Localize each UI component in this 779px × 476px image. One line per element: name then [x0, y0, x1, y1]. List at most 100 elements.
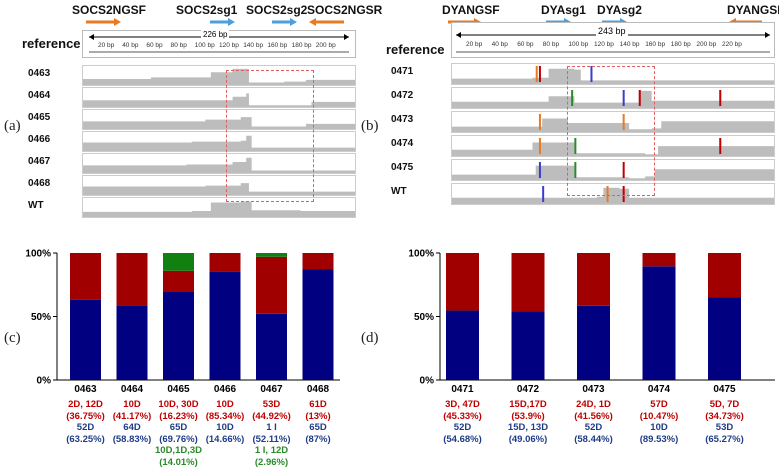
- annotation-blue-line: (14.66%): [205, 433, 245, 445]
- sample-label: 0475: [391, 162, 414, 173]
- annotation-red-line: (41.17%): [112, 410, 152, 422]
- annotation-red-line: (53.9%): [511, 410, 545, 422]
- x-tick-label: 0473: [582, 384, 605, 395]
- x-tick-label: 0464: [121, 384, 144, 395]
- bar-segment: [511, 311, 545, 380]
- ruler-tick-label: 180 bp: [670, 41, 691, 48]
- annotation-blue-line: 52D: [76, 422, 95, 433]
- annotation-red-line: 15D,17D: [509, 399, 547, 410]
- annotation-blue-line: 1 I: [266, 422, 277, 433]
- ruler-tick-label: 100 bp: [568, 41, 589, 48]
- sample-label: 0464: [28, 89, 51, 101]
- sample-label: WT: [28, 199, 44, 211]
- sample-label: 0472: [391, 90, 414, 101]
- bar-segment: [70, 299, 101, 380]
- reference-ruler-a: 226 bp 20 bp 40 bp 60 bp 80 bp 100 bp 120 bp 1…: [82, 30, 356, 58]
- bar-annotation: 24D, 1D (41.56%) 52D (58.44%): [557, 399, 630, 445]
- ruler-tick-label: 140 bp: [243, 42, 264, 49]
- tick-row-b: 20 bp 40 bp 60 bp 80 bp 100 bp 120 bp 140 bp 16…: [452, 41, 774, 53]
- ruler-tick-label: 100 bp: [194, 42, 215, 49]
- annotation-blue-line: 53D: [715, 422, 734, 433]
- y-tick-label: 50%: [414, 312, 434, 323]
- annotation-blue-line: (49.06%): [508, 433, 548, 445]
- annotation-blue-line: (65.27%): [705, 433, 744, 445]
- bar-segment: [642, 266, 676, 380]
- annotation-red-line: 10D, 30D: [158, 399, 199, 410]
- coverage-area: [83, 117, 355, 129]
- primer-socs2sg2: SOCS2sg2: [246, 3, 308, 17]
- annotation-red-line: 3D, 47D: [445, 399, 480, 410]
- annotation-green-line: (2.96%): [254, 456, 289, 468]
- reference-label-a: reference: [22, 36, 81, 51]
- bar-segment: [116, 305, 148, 380]
- annotation-blue-line: (63.25%): [66, 433, 105, 445]
- variant-mark: [538, 66, 541, 82]
- variant-mark: [719, 90, 722, 106]
- coverage-track: [451, 135, 775, 157]
- annotation-blue-line: 65D: [309, 422, 327, 433]
- annotation-red-line: (41.56%): [574, 410, 613, 422]
- bar-segment: [163, 253, 194, 271]
- annotation-red-line: 24D, 1D: [576, 399, 611, 410]
- ruler-tick-label: 200 bp: [315, 42, 336, 49]
- annotation-red-line: (36.75%): [66, 410, 105, 422]
- y-tick-label: 100%: [25, 249, 51, 260]
- primer-arrows-a: [86, 18, 344, 26]
- variant-mark: [542, 186, 545, 202]
- reference-label-b: reference: [386, 42, 445, 57]
- x-tick-label: 0465: [167, 384, 190, 395]
- bar-segment: [163, 291, 194, 380]
- ruler-tick-label: 20 bp: [98, 42, 115, 49]
- ruler-tick-label: 220 bp: [722, 41, 742, 48]
- annotation-red-line: (13%): [305, 410, 331, 422]
- bar-annotation: 15D,17D (53.9%) 15D, 13D (49.06%): [492, 399, 565, 445]
- coverage-track: [82, 153, 356, 174]
- bar-segment: [116, 253, 148, 306]
- variant-mark: [622, 162, 625, 178]
- bar-segment: [256, 256, 287, 314]
- arrow-head-icon: [228, 18, 235, 26]
- ruler-tick-label: 140 bp: [619, 41, 640, 48]
- bar-annotation: 5D, 7D (34.73%) 53D (65.27%): [688, 399, 761, 445]
- annotation-red-line: 10D: [123, 399, 141, 410]
- annotation-blue-line: (87%): [305, 433, 331, 445]
- panel-letter-a: (a): [4, 118, 21, 134]
- primer-dyangsf: DYANGSF: [442, 3, 500, 17]
- coverage-track: [451, 111, 775, 133]
- sample-label: 0467: [28, 155, 51, 167]
- x-tick-label: 0474: [648, 384, 671, 395]
- coverage-area: [452, 118, 774, 132]
- annotation-green-line: 10D,1D,3D: [155, 445, 202, 456]
- ruler-tick-label: 60 bp: [146, 42, 163, 49]
- length-label-b: 243 bp: [596, 26, 628, 36]
- coverage-track: [82, 175, 356, 196]
- variant-mark: [538, 162, 541, 178]
- annotation-red-line: 10D: [216, 399, 234, 410]
- annotation-blue-line: 52D: [453, 422, 472, 433]
- annotation-red-line: 53D: [262, 399, 281, 410]
- annotation-red-line: (16.23%): [159, 410, 198, 422]
- bar-segment: [446, 253, 479, 311]
- bar-annotation: 10D, 30D (16.23%) 65D (69.76%) 10D,1D,3D (14.…: [143, 399, 214, 468]
- coverage-area: [83, 93, 355, 107]
- annotation-red-line: 57D: [650, 399, 668, 410]
- coverage-track: [451, 159, 775, 181]
- coverage-area: [452, 165, 774, 180]
- annotation-blue-line: 52D: [584, 422, 603, 433]
- variant-mark: [535, 66, 538, 82]
- x-tick-label: 0466: [214, 384, 237, 395]
- coverage-track: [82, 131, 356, 152]
- sample-label: 0471: [391, 66, 414, 77]
- reference-ruler-b: 243 bp 20 bp 40 bp 60 bp 80 bp 100 bp 120 bp 1…: [451, 22, 775, 58]
- coverage-area: [83, 183, 355, 195]
- x-tick-label: 0463: [74, 384, 97, 395]
- sample-label: 0474: [391, 138, 414, 149]
- primer-socs2ngsr: SOCS2NGSR: [307, 3, 383, 17]
- y-tick-label: 0%: [420, 376, 435, 387]
- sample-label: WT: [391, 186, 407, 197]
- variant-mark: [638, 90, 641, 106]
- primer-dyangsr: DYANGSR: [727, 3, 779, 17]
- bar-segment: [577, 305, 610, 380]
- annotation-red-line: 2D, 12D: [68, 399, 103, 410]
- x-tick-label: 0467: [260, 384, 283, 395]
